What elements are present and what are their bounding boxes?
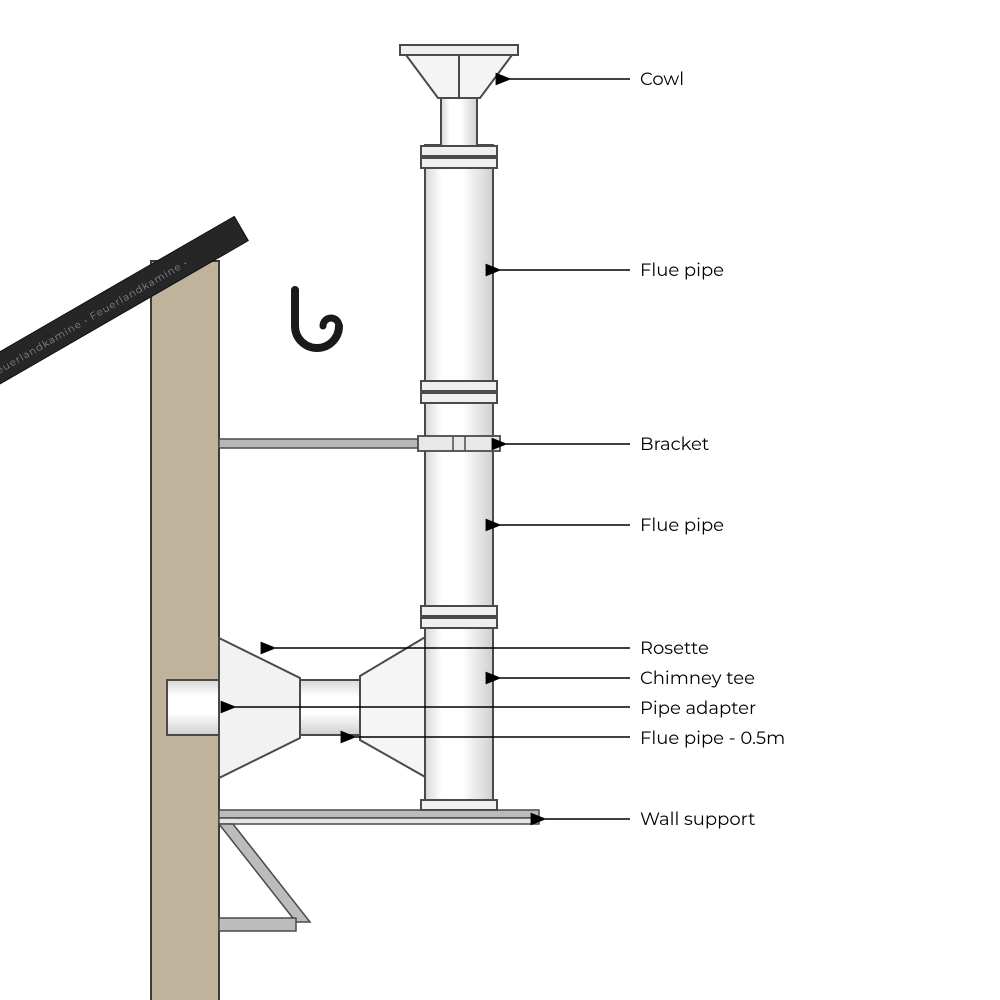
chimney-tee xyxy=(360,628,497,810)
label-rosette: Rosette xyxy=(640,637,709,659)
label-wall-support: Wall support xyxy=(640,808,755,830)
bracket-clamp xyxy=(418,436,500,451)
wall-support xyxy=(219,810,539,931)
flue-pipe-upper xyxy=(421,145,497,403)
cowl xyxy=(400,45,518,98)
label-pipe-adapter: Pipe adapter xyxy=(640,697,756,719)
label-cowl: Cowl xyxy=(640,68,684,90)
label-flue-upper: Flue pipe xyxy=(640,259,724,281)
cowl-neck xyxy=(441,98,477,146)
bracket-bar xyxy=(219,439,425,448)
chimney-diagram: Feuerlandkamine • Feuerlandkamine • xyxy=(0,0,1000,1000)
label-bracket: Bracket xyxy=(640,433,709,455)
label-flue-05: Flue pipe - 0.5m xyxy=(640,727,785,749)
label-chimney-tee: Chimney tee xyxy=(640,667,755,689)
wall xyxy=(151,261,219,1000)
rosette xyxy=(219,638,300,778)
label-flue-lower: Flue pipe xyxy=(640,514,724,536)
